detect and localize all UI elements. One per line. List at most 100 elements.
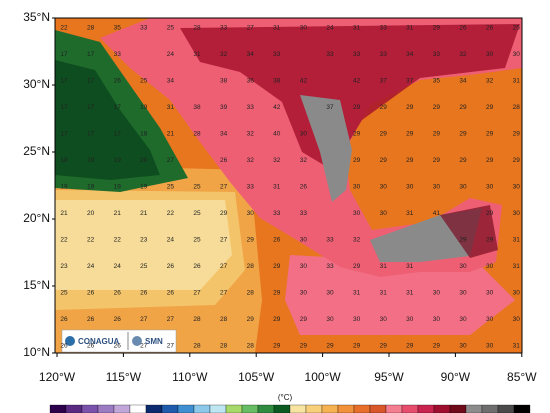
temperature-value: 38 xyxy=(273,78,281,85)
colorbar-swatch xyxy=(513,404,531,413)
temperature-value: 30 xyxy=(300,131,308,138)
temperature-value: 26 xyxy=(87,316,95,323)
temperature-value: 29 xyxy=(380,157,388,164)
temperature-value: 42 xyxy=(300,78,308,85)
temperature-value: 17 xyxy=(60,78,68,85)
temperature-value: 21 xyxy=(140,210,148,217)
unit-label: (°C) xyxy=(278,393,293,402)
temperature-value: 28 xyxy=(220,343,228,350)
temperature-value: 17 xyxy=(87,51,95,58)
temperature-value: 28 xyxy=(193,343,201,350)
logo-box xyxy=(61,329,177,353)
temperature-value: 26 xyxy=(114,343,122,350)
temperature-value: 26 xyxy=(459,25,467,32)
temperature-value: 33 xyxy=(247,184,255,191)
colorbar-swatch xyxy=(97,404,115,413)
temperature-value: 31 xyxy=(353,290,361,297)
temperature-value: 26 xyxy=(114,78,122,85)
colorbar-swatch xyxy=(385,404,403,413)
temperature-value: 19 xyxy=(140,184,148,191)
lon-label: 85°W xyxy=(507,370,537,384)
temperature-value: 30 xyxy=(486,184,494,191)
temperature-value: 30 xyxy=(300,290,308,297)
temperature-value: 29 xyxy=(433,25,441,32)
temperature-value: 25 xyxy=(140,263,148,270)
temperature-value: 30 xyxy=(380,184,388,191)
temperature-value: 29 xyxy=(486,104,494,111)
colorbar-swatch xyxy=(209,404,227,413)
temperature-value: 29 xyxy=(433,104,441,111)
temperature-value: 26 xyxy=(87,290,95,297)
temperature-value: 29 xyxy=(300,316,308,323)
temperature-value: 23 xyxy=(60,263,68,270)
temperature-value: 28 xyxy=(193,131,201,138)
temperature-value: 30 xyxy=(486,263,494,270)
temperature-value: 26 xyxy=(220,157,228,164)
temperature-value: 27 xyxy=(167,316,175,323)
temperature-value: 30 xyxy=(380,316,388,323)
temperature-value: 29 xyxy=(459,104,467,111)
temperature-value: 30 xyxy=(459,290,467,297)
temperature-value: 29 xyxy=(433,343,441,350)
temperature-value: 30 xyxy=(353,316,361,323)
temperature-value: 33 xyxy=(326,263,334,270)
temperature-value: 29 xyxy=(513,157,521,164)
temperature-value: 30 xyxy=(513,210,521,217)
temperature-value: 31 xyxy=(513,78,521,85)
temperature-value: 31 xyxy=(380,263,388,270)
temperature-value: 29 xyxy=(353,263,361,270)
temperature-value: 29 xyxy=(380,104,388,111)
temperature-value: 37 xyxy=(326,104,334,111)
temperature-value: 29 xyxy=(433,157,441,164)
temperature-value: 26 xyxy=(60,343,68,350)
temperature-value: 30 xyxy=(300,25,308,32)
temperature-value: 30 xyxy=(406,316,414,323)
colorbar-swatch xyxy=(433,404,451,413)
temperature-value: 32 xyxy=(300,157,308,164)
temperature-value: 26 xyxy=(273,237,281,244)
temperature-value: 29 xyxy=(220,210,228,217)
temperature-value: 34 xyxy=(247,51,255,58)
temperature-value: 17 xyxy=(87,131,95,138)
colorbar-swatch xyxy=(81,404,99,413)
temperature-value: 31 xyxy=(406,263,414,270)
lon-label: 90°W xyxy=(441,370,471,384)
temperature-value: 30 xyxy=(459,184,467,191)
colorbar-swatch xyxy=(257,404,275,413)
temperature-value: 26 xyxy=(114,316,122,323)
temperature-value: 33 xyxy=(326,51,334,58)
colorbar-swatch xyxy=(497,404,515,413)
colorbar-swatch xyxy=(49,404,67,413)
temperature-value: 31 xyxy=(273,25,281,32)
temperature-value: 30 xyxy=(406,184,414,191)
temperature-value: 31 xyxy=(353,25,361,32)
temperature-value: 37 xyxy=(406,78,414,85)
colorbar-swatch xyxy=(273,404,291,413)
lat-label: 30°N xyxy=(23,77,50,91)
colorbar-swatch xyxy=(369,404,387,413)
colorbar-swatch xyxy=(225,404,243,413)
temperature-value: 20 xyxy=(87,210,95,217)
temperature-value: 19 xyxy=(87,157,95,164)
temperature-value: 29 xyxy=(273,263,281,270)
lon-label: 105°W xyxy=(238,370,275,384)
temperature-value: 30 xyxy=(433,316,441,323)
map-frame xyxy=(54,17,523,354)
temperature-value: 31 xyxy=(193,51,201,58)
temperature-value: 36 xyxy=(247,78,255,85)
temperature-value: 28 xyxy=(87,25,95,32)
temperature-value: 29 xyxy=(300,343,308,350)
temperature-value: 29 xyxy=(459,131,467,138)
temperature-value: 33 xyxy=(353,51,361,58)
temperature-value: 33 xyxy=(380,51,388,58)
temperature-value: 30 xyxy=(433,184,441,191)
lat-label: 15°N xyxy=(23,278,50,292)
colorbar-swatch xyxy=(305,404,323,413)
temperature-value: 22 xyxy=(60,25,68,32)
temperature-value: 28 xyxy=(513,104,521,111)
temperature-value: 24 xyxy=(167,51,175,58)
temperature-value: 40 xyxy=(273,131,281,138)
temperature-value: 32 xyxy=(220,51,228,58)
temperature-value: 26 xyxy=(140,290,148,297)
temperature-value: 29 xyxy=(247,237,255,244)
